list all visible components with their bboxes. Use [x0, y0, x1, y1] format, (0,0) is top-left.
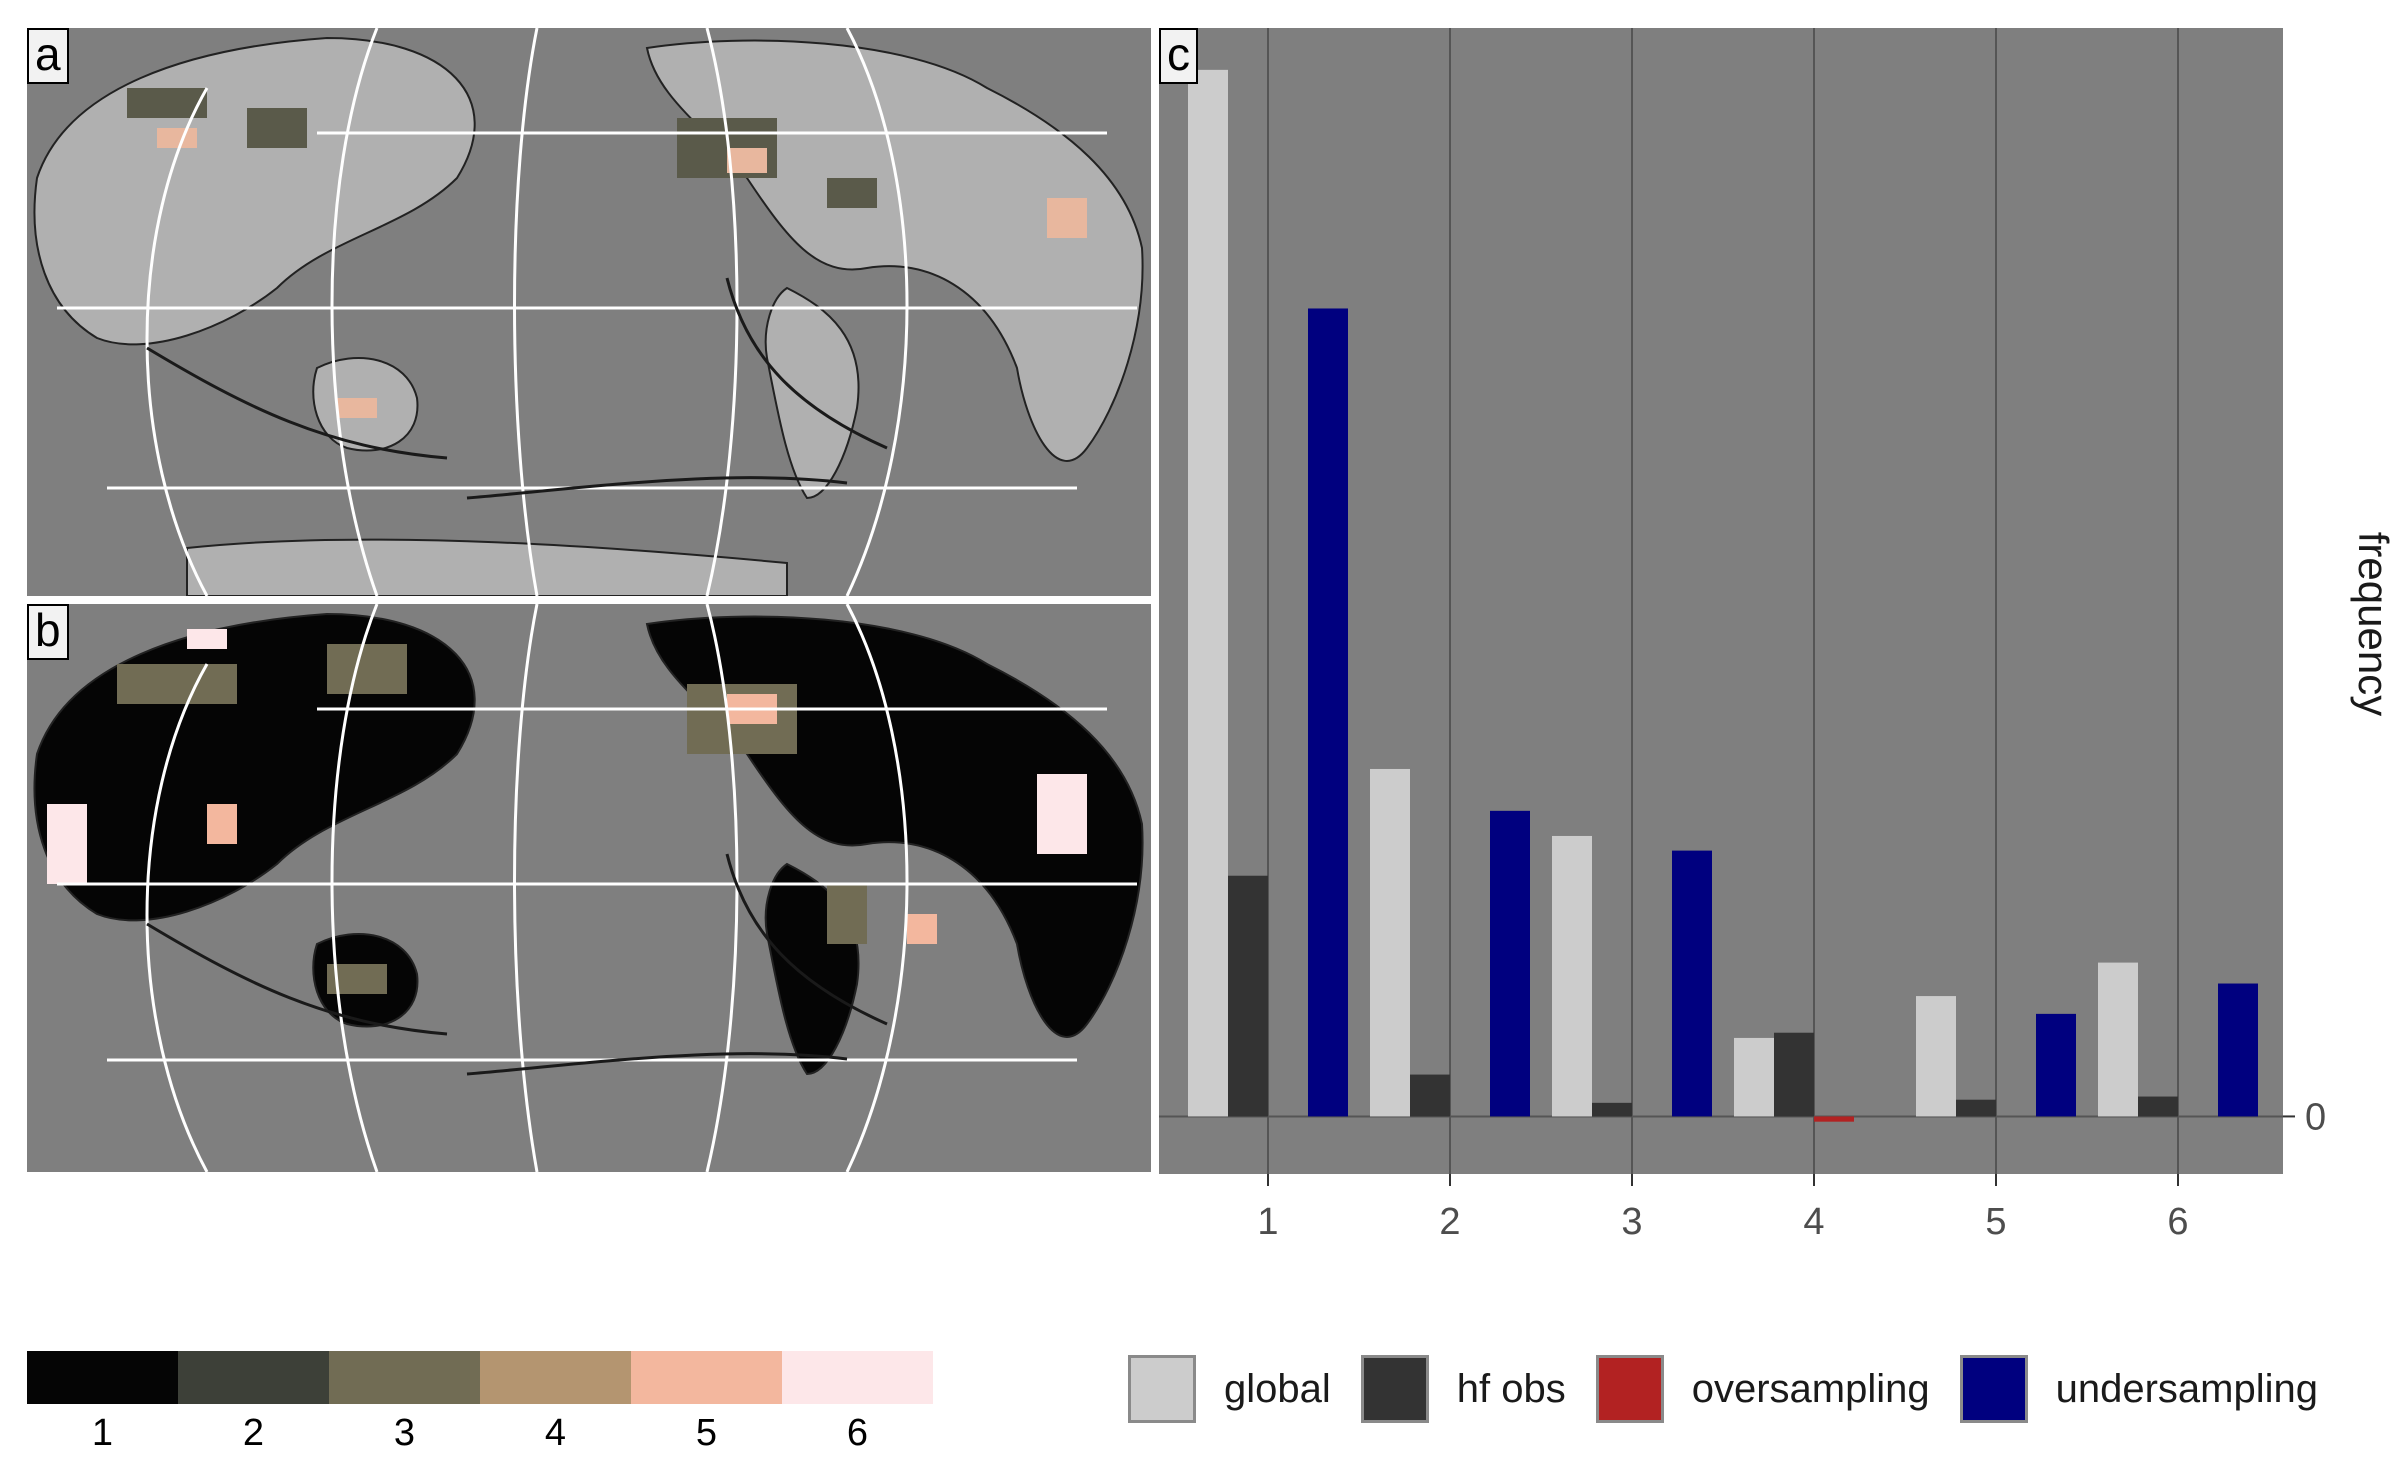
color-scale-swatch	[178, 1351, 329, 1404]
legend-label: hf obs	[1456, 1366, 1566, 1411]
bars	[1188, 69, 2258, 1122]
legend-item: hf obs	[1360, 1355, 1566, 1423]
bar-chart	[1159, 28, 2283, 1174]
bar-undersampling-6	[2218, 983, 2258, 1117]
map-a	[33, 28, 1144, 596]
bar-hf-obs-4	[1774, 1032, 1814, 1117]
legend-key	[1959, 1355, 2028, 1423]
map-b	[33, 604, 1144, 1172]
bar-undersampling-5	[2036, 1013, 2076, 1117]
x-tick-label: 4	[1803, 1201, 1824, 1243]
y-tick-label: 0	[2305, 1096, 2326, 1138]
bar-undersampling-2	[1490, 810, 1530, 1117]
bar-global-6	[2098, 962, 2138, 1117]
color-scale-swatch	[27, 1351, 178, 1404]
color-scale-label: 3	[393, 1412, 416, 1454]
x-tick-label: 1	[1257, 1201, 1278, 1243]
bar-oversampling-4	[1814, 1116, 1854, 1122]
bar-hf-obs-6	[2138, 1096, 2178, 1117]
bar-undersampling-1	[1308, 308, 1348, 1117]
legend-key	[1595, 1355, 1664, 1423]
legend-item: oversampling	[1595, 1355, 1930, 1423]
bar-global-1	[1188, 69, 1228, 1117]
color-scale-label: 6	[846, 1412, 869, 1454]
color-scale-label: 1	[91, 1412, 114, 1454]
x-tick-label: 6	[2167, 1201, 2188, 1243]
legend-label: global	[1224, 1366, 1331, 1411]
y-axis-ticks: 0	[2283, 1096, 2326, 1138]
panel-b-tag: b	[27, 604, 69, 660]
bar-global-5	[1916, 996, 1956, 1117]
x-tick-label: 2	[1439, 1201, 1460, 1243]
y-axis-label: frequency	[2350, 531, 2397, 717]
legend-item: global	[1128, 1355, 1331, 1423]
color-scale-label: 2	[242, 1412, 265, 1454]
bar-hf-obs-3	[1592, 1102, 1632, 1117]
bar-global-4	[1734, 1037, 1774, 1117]
bar-hf-obs-5	[1956, 1099, 1996, 1117]
map-panel-b: b	[27, 604, 1151, 1172]
bar-undersampling-3	[1672, 850, 1712, 1117]
bar-global-2	[1370, 768, 1410, 1117]
color-scale-swatch	[480, 1351, 631, 1404]
x-tick-label: 3	[1621, 1201, 1642, 1243]
chart-legend: global hf obs oversampling undersampling	[1128, 1353, 2348, 1425]
color-scale-swatch	[782, 1351, 933, 1404]
legend-item: undersampling	[1959, 1355, 2319, 1423]
x-axis-ticks: 1 2 3 4 5 6	[1257, 1174, 2189, 1243]
color-scale-bar	[27, 1351, 933, 1404]
color-scale-label: 4	[544, 1412, 567, 1454]
bar-global-3	[1552, 835, 1592, 1117]
panel-a-tag: a	[27, 28, 69, 84]
legend-key	[1360, 1355, 1429, 1423]
color-scale-swatch	[631, 1351, 782, 1404]
legend-label: oversampling	[1691, 1366, 1930, 1411]
bar-chart-panel: c	[1159, 28, 2283, 1174]
legend-key	[1128, 1355, 1196, 1423]
x-tick-label: 5	[1985, 1201, 2006, 1243]
color-scale-swatch	[329, 1351, 480, 1404]
color-scale-labels: 1 2 3 4 5 6	[27, 1404, 933, 1455]
bar-hf-obs-1	[1228, 875, 1268, 1117]
bar-hf-obs-2	[1410, 1074, 1450, 1117]
color-scale-label: 5	[695, 1412, 718, 1454]
map-panel-a: a	[27, 28, 1151, 596]
panel-c-tag: c	[1159, 28, 1198, 84]
legend-label: undersampling	[2055, 1366, 2319, 1411]
